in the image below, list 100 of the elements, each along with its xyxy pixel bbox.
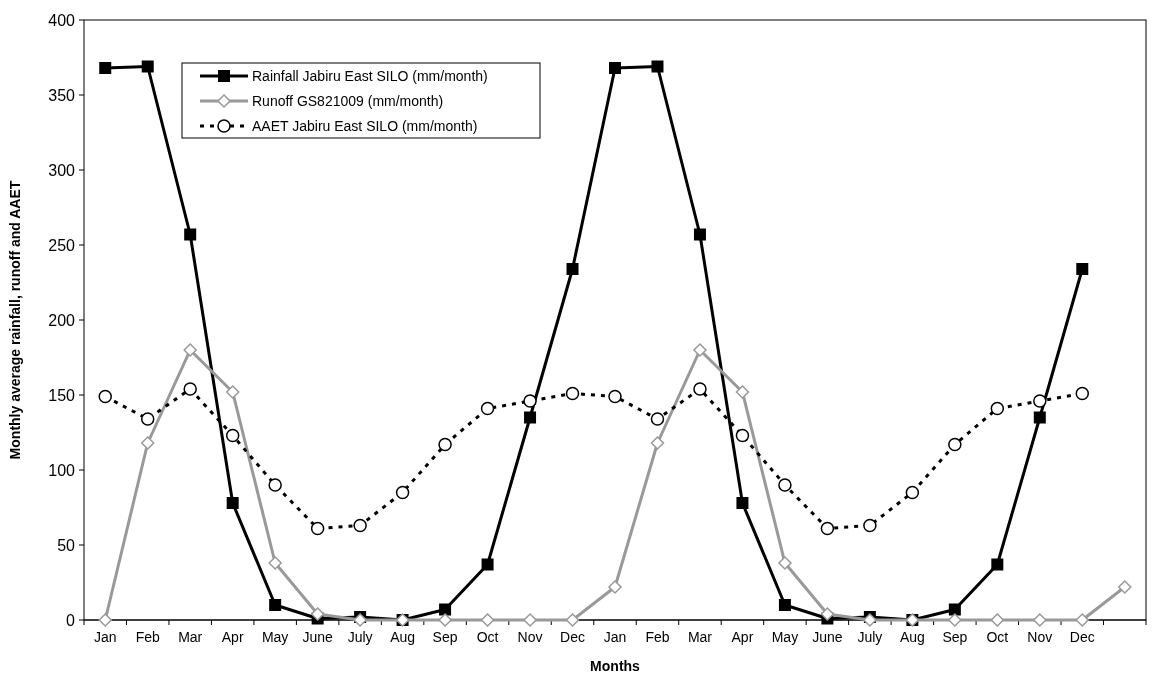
point bbox=[948, 613, 962, 627]
point bbox=[523, 613, 537, 627]
point bbox=[183, 343, 197, 357]
point bbox=[820, 521, 835, 536]
x-tick-label: Sep bbox=[942, 629, 968, 645]
point bbox=[650, 412, 665, 426]
point bbox=[778, 478, 792, 492]
y-tick-label: 50 bbox=[57, 536, 76, 554]
point bbox=[990, 613, 1005, 627]
point bbox=[481, 558, 494, 571]
point bbox=[693, 343, 707, 357]
point bbox=[268, 478, 282, 492]
point bbox=[565, 613, 580, 627]
x-tick-label: Dec bbox=[560, 629, 585, 645]
point bbox=[948, 437, 962, 452]
point bbox=[395, 485, 410, 500]
point bbox=[480, 613, 495, 627]
y-tick-label: 0 bbox=[66, 611, 76, 629]
point bbox=[565, 386, 580, 401]
point bbox=[651, 60, 664, 73]
y-tick-label: 250 bbox=[48, 236, 76, 254]
point bbox=[693, 228, 706, 241]
y-tick-label: 150 bbox=[48, 386, 76, 404]
y-tick-label: 200 bbox=[48, 311, 76, 329]
point bbox=[735, 385, 750, 399]
point bbox=[608, 580, 622, 594]
point bbox=[905, 485, 920, 500]
y-tick-label: 100 bbox=[48, 461, 76, 479]
point bbox=[735, 428, 750, 443]
y-tick-label: 350 bbox=[48, 86, 76, 104]
x-tick-label: Apr bbox=[221, 629, 244, 645]
point bbox=[778, 599, 791, 611]
y-tick-label: 400 bbox=[48, 11, 76, 29]
x-tick-label: Sep bbox=[432, 629, 458, 645]
point bbox=[609, 62, 621, 74]
point bbox=[226, 497, 239, 509]
point bbox=[1075, 613, 1090, 627]
point bbox=[225, 385, 240, 399]
point bbox=[140, 436, 155, 450]
x-tick-label: Aug bbox=[899, 629, 925, 645]
point bbox=[183, 382, 197, 396]
x-tick-label: Mar bbox=[687, 629, 713, 645]
point bbox=[140, 412, 155, 426]
x-tick-label: Feb bbox=[645, 629, 670, 645]
point bbox=[1076, 263, 1089, 275]
x-tick-label: July bbox=[857, 629, 883, 645]
x-tick-label: Jan bbox=[93, 629, 117, 645]
x-tick-label: June bbox=[302, 629, 334, 645]
point bbox=[990, 401, 1005, 416]
point bbox=[184, 228, 197, 241]
point bbox=[523, 394, 537, 408]
point bbox=[225, 428, 240, 443]
x-tick-label: Oct bbox=[476, 629, 499, 645]
legend-label: AAET Jabiru East SILO (mm/month) bbox=[252, 117, 478, 134]
legend-label: Rainfall Jabiru East SILO (mm/month) bbox=[252, 67, 488, 84]
point bbox=[650, 436, 665, 450]
legend-label: Runoff GS821009 (mm/month) bbox=[252, 92, 444, 109]
point bbox=[693, 382, 707, 396]
point bbox=[1033, 394, 1047, 408]
y-tick-label: 300 bbox=[48, 161, 76, 179]
point bbox=[820, 607, 835, 621]
point bbox=[269, 599, 282, 611]
x-tick-label: Jan bbox=[603, 629, 627, 645]
x-tick-label: Aug bbox=[390, 629, 416, 645]
x-tick-label: Oct bbox=[986, 629, 1009, 645]
point bbox=[863, 518, 877, 533]
point bbox=[268, 556, 282, 570]
y-axis-title: Monthly average rainfall, runoff and AAET bbox=[7, 180, 23, 460]
x-tick-label: Dec bbox=[1069, 629, 1095, 645]
x-axis-title: Months bbox=[590, 658, 641, 674]
point bbox=[1033, 411, 1046, 424]
x-tick-label: May bbox=[261, 629, 289, 645]
point bbox=[310, 521, 325, 536]
point bbox=[353, 518, 367, 533]
point bbox=[99, 62, 112, 74]
point bbox=[524, 411, 537, 424]
x-tick-label: Mar bbox=[178, 629, 203, 645]
point bbox=[439, 603, 452, 616]
x-tick-label: Nov bbox=[517, 629, 543, 645]
x-tick-label: Apr bbox=[731, 629, 754, 645]
x-tick-label: Feb bbox=[135, 629, 160, 645]
x-tick-label: June bbox=[812, 629, 843, 645]
point bbox=[480, 401, 495, 416]
point bbox=[948, 603, 961, 616]
point bbox=[353, 613, 367, 627]
point bbox=[778, 556, 792, 570]
point bbox=[608, 389, 622, 404]
x-tick-label: May bbox=[771, 629, 799, 645]
point bbox=[98, 389, 112, 404]
point bbox=[566, 263, 579, 275]
point bbox=[98, 613, 112, 627]
point bbox=[438, 437, 452, 452]
point bbox=[736, 497, 749, 509]
point bbox=[991, 558, 1004, 571]
point bbox=[1118, 580, 1132, 594]
x-tick-label: Nov bbox=[1027, 629, 1053, 645]
point bbox=[1075, 386, 1090, 401]
point bbox=[438, 613, 452, 627]
point bbox=[141, 60, 154, 73]
point bbox=[863, 613, 877, 627]
